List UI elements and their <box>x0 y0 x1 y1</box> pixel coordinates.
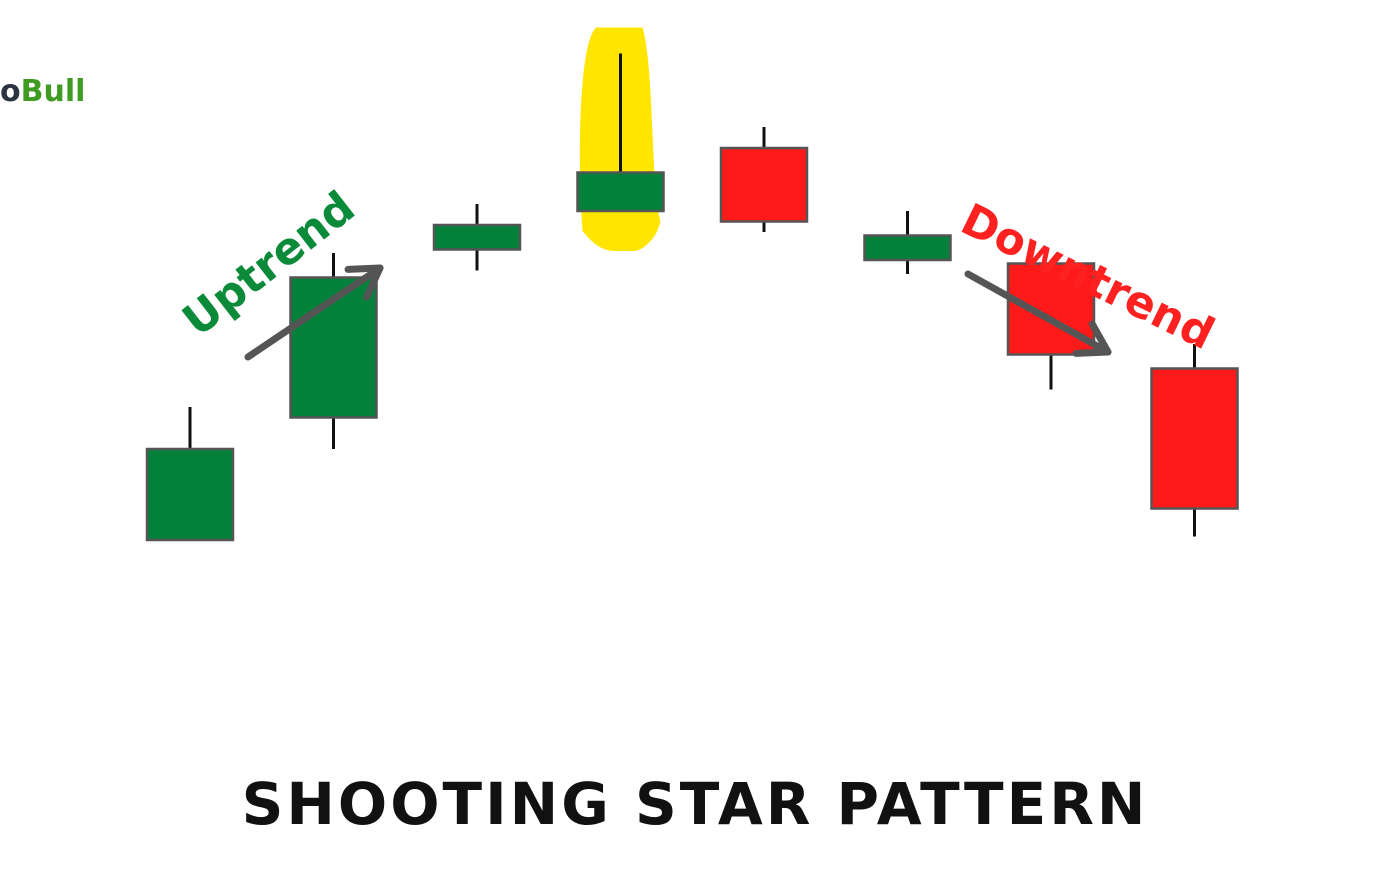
logo-text: Bull <box>20 74 86 109</box>
logo-prefix: o <box>0 74 21 109</box>
candle-3 <box>432 204 522 271</box>
candle-8 <box>1150 344 1239 537</box>
candle-4 <box>576 53 665 213</box>
candle-body <box>1150 367 1239 510</box>
candle-body <box>432 223 522 251</box>
arrow-layer <box>244 264 1112 361</box>
candle-body <box>576 171 665 213</box>
chart-title: SHOOTING STAR PATTERN <box>241 770 1149 838</box>
downtrend-arrow <box>964 270 1112 357</box>
uptrend-arrow-shaft <box>244 264 384 361</box>
candle-6 <box>863 211 952 274</box>
brand-logo: oBull <box>0 74 85 109</box>
uptrend-arrow-head <box>344 264 384 301</box>
downtrend-arrow-head <box>1072 320 1112 357</box>
candle-body <box>145 447 235 542</box>
candle-body <box>719 146 809 223</box>
downtrend-arrow-shaft <box>964 270 1112 356</box>
candle-layer <box>145 53 1239 542</box>
uptrend-arrow <box>244 264 384 361</box>
candle-5 <box>719 127 809 232</box>
candle-body <box>863 234 952 262</box>
candle-1 <box>145 407 235 542</box>
